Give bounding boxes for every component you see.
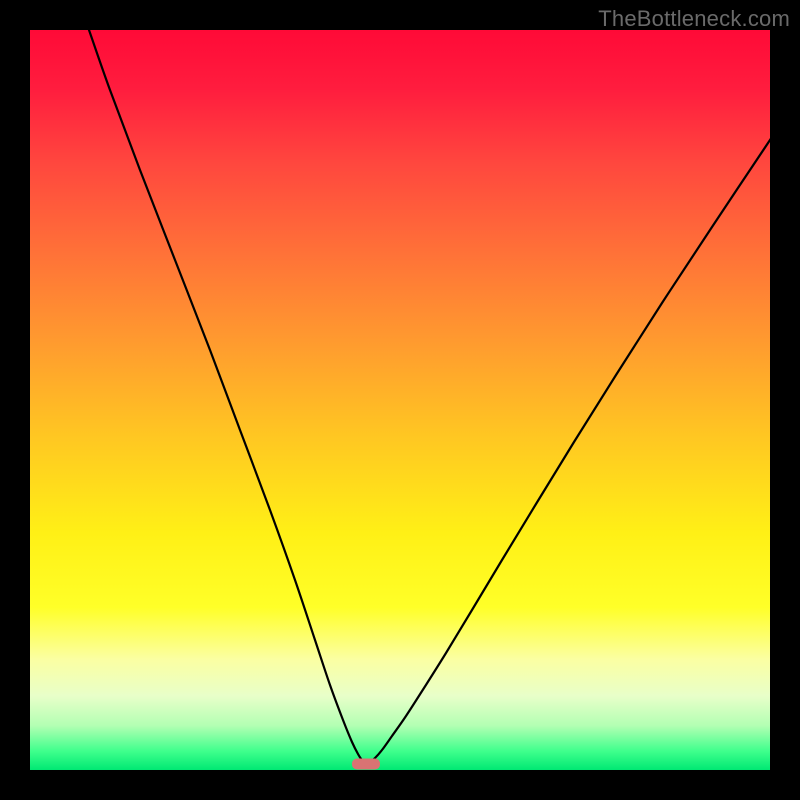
bottleneck-curve-chart [0,0,800,800]
gradient-background [30,30,770,770]
chart-container: TheBottleneck.com [0,0,800,800]
watermark-text: TheBottleneck.com [598,6,790,32]
optimal-point-marker [352,759,380,770]
